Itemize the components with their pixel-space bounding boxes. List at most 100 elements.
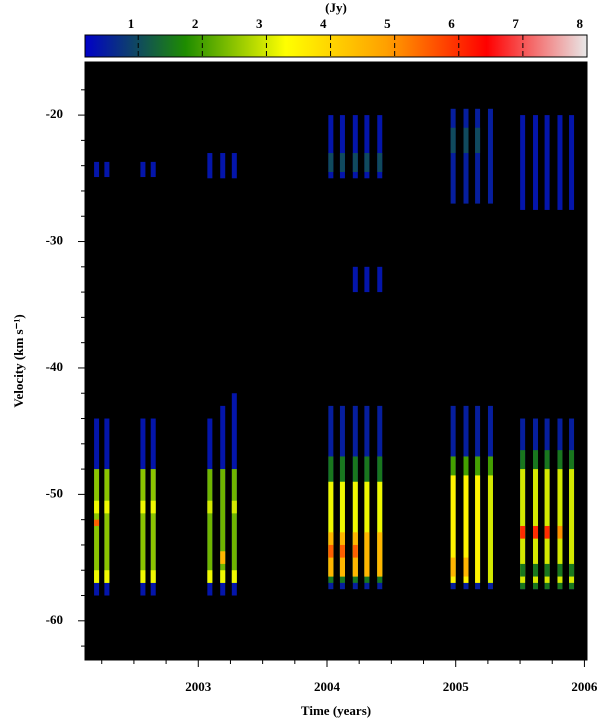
spectral-feature [569, 115, 575, 210]
spectral-feature [533, 115, 539, 210]
y-axis-label: Velocity (km s⁻¹) [11, 314, 26, 407]
x-tick-label: 2003 [185, 679, 212, 694]
spectral-feature [339, 153, 345, 172]
spectral-feature [231, 570, 237, 583]
spectral-feature [328, 115, 334, 179]
colorbar-tick-label: 4 [320, 16, 327, 31]
spectral-feature [339, 481, 345, 577]
spectral-feature [377, 153, 383, 172]
spectral-feature [377, 481, 383, 577]
spectral-feature [231, 153, 237, 179]
x-tick-label: 2006 [571, 679, 598, 694]
spectral-feature [94, 570, 100, 583]
spectral-feature [377, 115, 383, 179]
spectral-feature [231, 500, 237, 514]
spectral-feature [533, 525, 539, 539]
spectral-feature [352, 153, 358, 172]
colorbar-tick-label: 6 [448, 16, 455, 31]
spectral-feature [150, 161, 156, 178]
colorbar [84, 34, 588, 58]
spectral-feature [569, 563, 575, 577]
spectral-feature [150, 570, 156, 583]
y-tick-label: -50 [46, 485, 63, 500]
spectral-feature [450, 108, 456, 204]
spectral-feature [94, 161, 100, 178]
spectral-feature [569, 469, 575, 583]
spectral-feature [352, 115, 358, 179]
spectral-feature [463, 127, 469, 154]
spectral-feature [339, 115, 345, 179]
y-tick-label: -40 [46, 359, 63, 374]
colorbar-tick-label: 3 [256, 16, 263, 31]
spectral-feature [140, 570, 146, 583]
spectral-feature [557, 525, 563, 539]
spectral-feature [104, 570, 110, 583]
spectral-feature [339, 544, 345, 558]
spectral-feature [328, 481, 334, 577]
spectral-feature [207, 153, 213, 179]
plot-area [85, 62, 587, 660]
spectral-feature [150, 469, 156, 583]
spectral-feature [140, 469, 146, 583]
spectral-feature [544, 563, 550, 577]
spectral-feature [487, 108, 493, 204]
y-tick-label: -60 [46, 612, 63, 627]
spectral-feature [377, 532, 383, 577]
spectral-feature [220, 153, 226, 179]
spectral-feature [140, 500, 146, 514]
spectral-feature [220, 469, 226, 583]
spectral-feature [544, 525, 550, 539]
plot-frame [84, 61, 588, 661]
spectral-feature [352, 544, 358, 558]
spectral-feature [463, 557, 469, 577]
spectral-feature [450, 557, 456, 577]
spectral-feature [104, 161, 110, 178]
spectral-feature [207, 469, 213, 583]
colorbar-tick-label: 2 [192, 16, 199, 31]
colorbar-tick-label: 1 [128, 16, 135, 31]
spectral-feature [520, 563, 526, 577]
spectral-feature [220, 551, 226, 564]
colorbar-tick-label: 5 [384, 16, 391, 31]
y-tick-label: -20 [46, 106, 63, 121]
colorbar-label: (Jy) [325, 0, 347, 15]
spectral-feature [220, 570, 226, 583]
spectral-feature [364, 115, 370, 179]
spectral-feature [557, 563, 563, 577]
spectral-feature [533, 563, 539, 577]
spectral-feature [487, 475, 493, 583]
spectral-feature [475, 475, 481, 583]
x-tick-label: 2004 [314, 679, 341, 694]
spectral-feature [475, 127, 481, 154]
spectral-feature [377, 266, 383, 293]
spectral-feature [364, 153, 370, 172]
spectral-feature [463, 108, 469, 204]
spectral-feature [520, 525, 526, 539]
colorbar-tick-label: 7 [512, 16, 519, 31]
spectral-feature [150, 500, 156, 514]
colorbar-tick-label: 8 [577, 16, 584, 31]
spectral-feature [140, 161, 146, 178]
spectral-feature [463, 475, 469, 583]
spectral-feature [544, 115, 550, 210]
spectral-feature [364, 481, 370, 577]
spectral-feature [104, 469, 110, 583]
spectral-feature [450, 127, 456, 154]
spectral-feature [328, 153, 334, 172]
spectral-feature [364, 266, 370, 293]
spectral-feature [207, 500, 213, 514]
spectral-feature [450, 475, 456, 583]
spectral-feature [104, 500, 110, 514]
spectral-feature [557, 115, 563, 210]
spectral-feature [475, 108, 481, 204]
spectral-feature [94, 519, 100, 526]
x-tick-label: 2005 [443, 679, 470, 694]
spectral-feature [207, 570, 213, 583]
y-tick-label: -30 [46, 233, 63, 248]
spectral-feature [94, 500, 100, 514]
x-axis-label: Time (years) [301, 703, 371, 718]
spectral-feature [328, 544, 334, 558]
spectral-feature [352, 266, 358, 293]
spectral-feature [352, 481, 358, 577]
